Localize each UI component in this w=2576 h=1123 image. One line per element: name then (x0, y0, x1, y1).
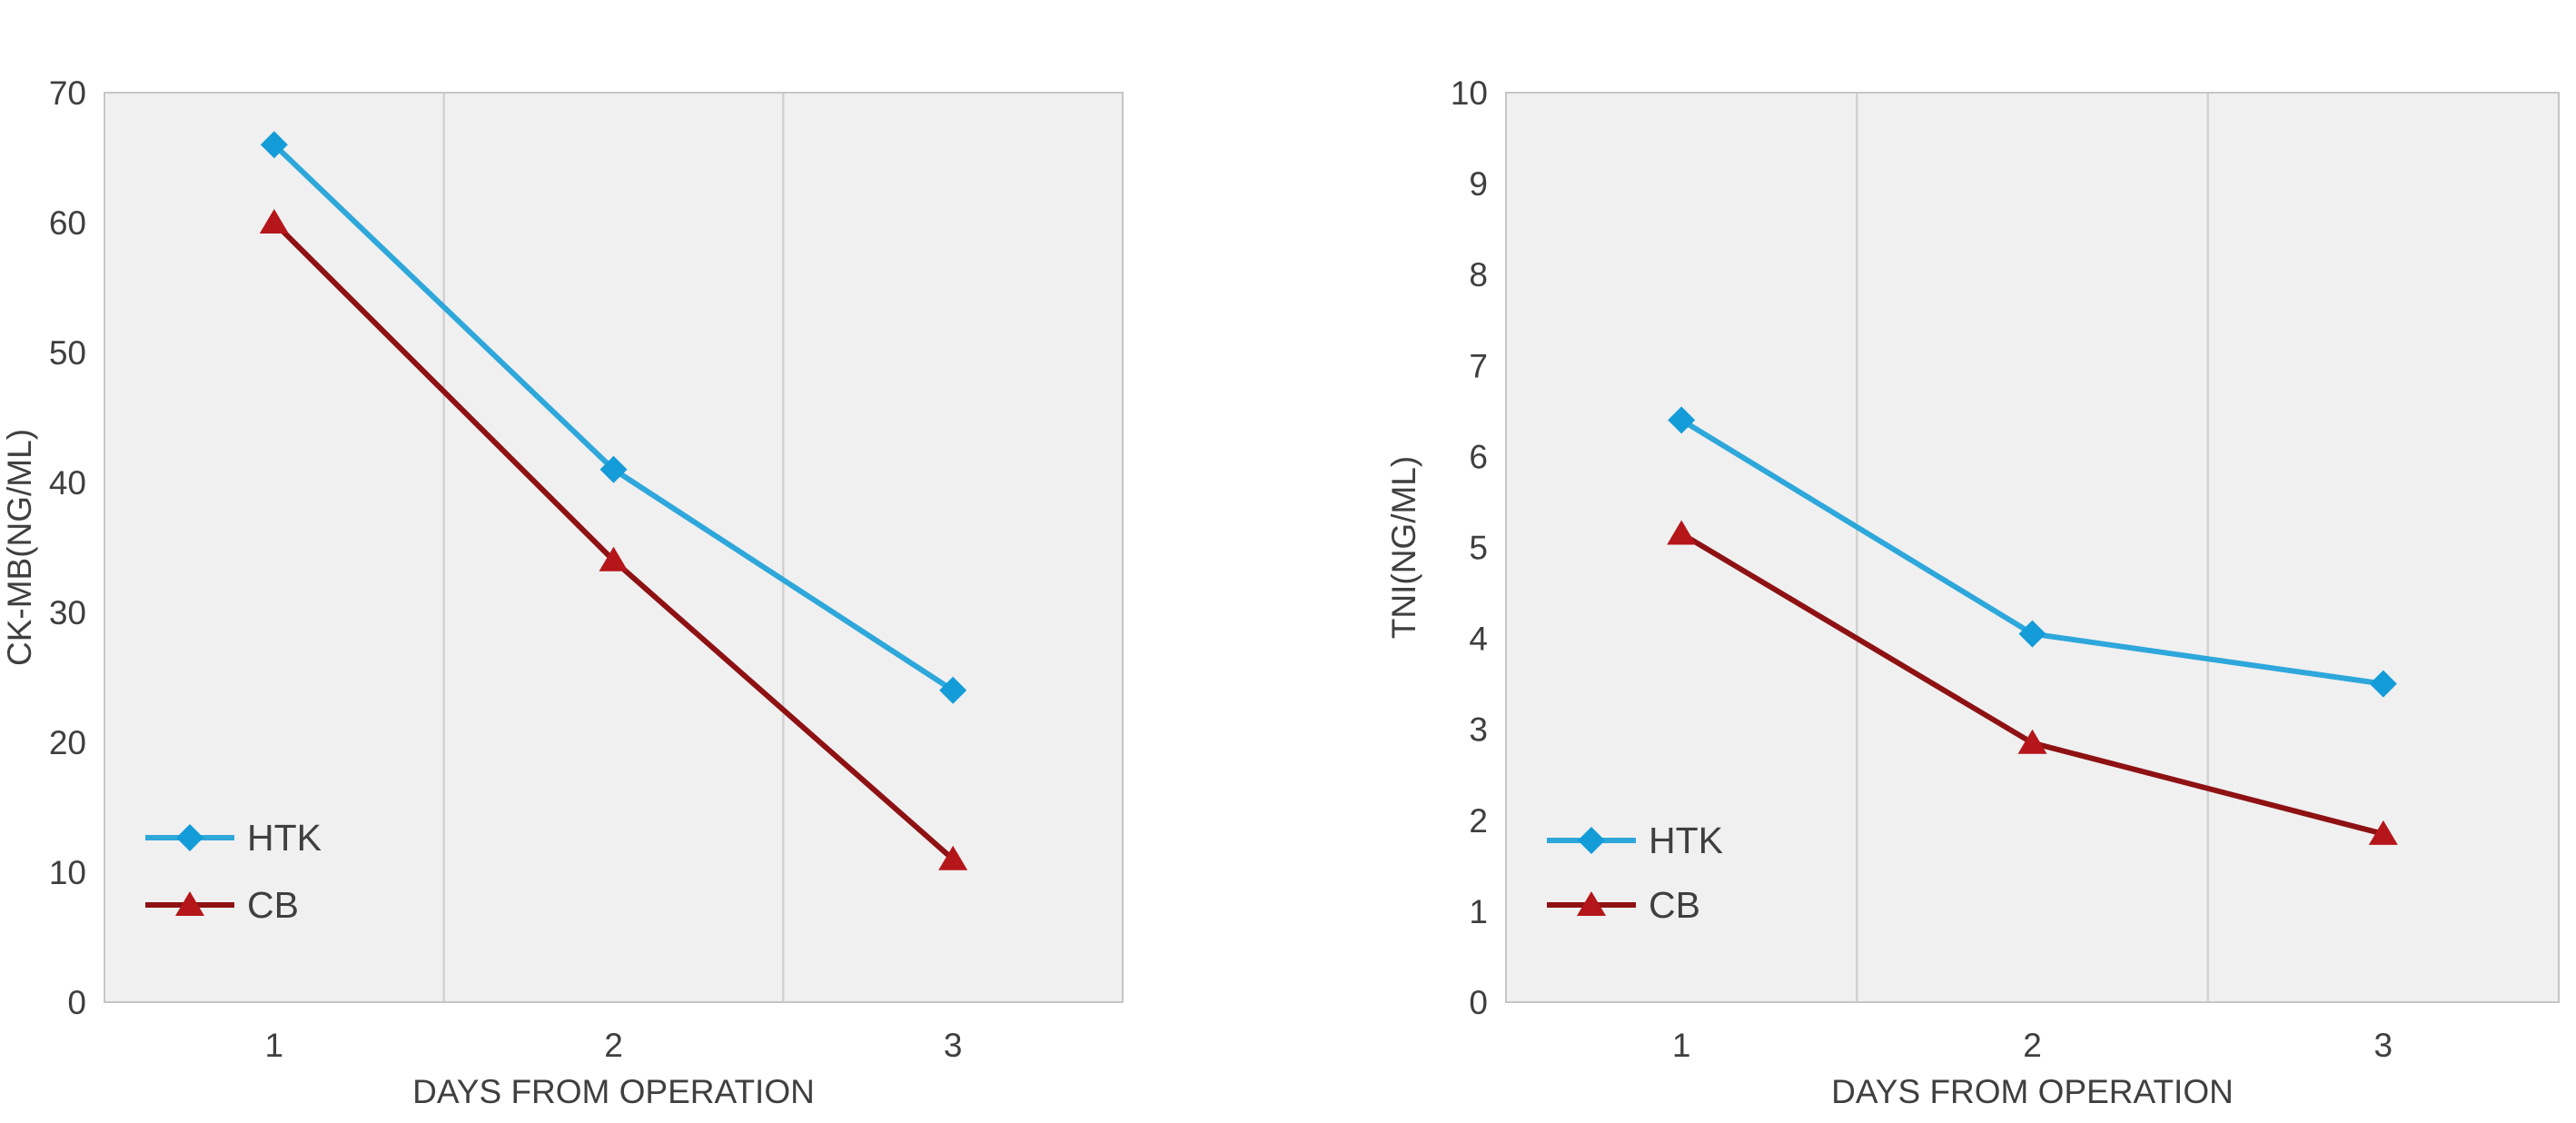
tni-ytick-label: 1 (1469, 893, 1488, 930)
ck-mb-ytick-label: 0 (67, 984, 86, 1021)
tni-ytick-label: 7 (1469, 347, 1488, 384)
tni-xtick-label: 3 (2374, 1027, 2393, 1064)
ck-mb-ytick-label: 70 (49, 75, 86, 112)
ck-mb-triangle-marker-cb-day2 (599, 546, 629, 571)
ck-mb-diamond-marker-htk-day1 (260, 131, 288, 159)
ck-mb-ytick-label: 30 (49, 594, 86, 631)
tni-diamond-marker-htk-day1 (1668, 406, 1696, 434)
ck-mb-ytick-label: 40 (49, 464, 86, 502)
tni-ytick-label: 0 (1469, 984, 1488, 1021)
ck-mb-ytick-label: 10 (49, 854, 86, 891)
tni-plot-border (1505, 92, 2560, 1003)
ck-mb-y-axis-title: CK-MB(NG/ML) (1, 429, 38, 666)
tni-ytick-label: 5 (1469, 530, 1488, 567)
tni-legend-diamond-icon-htk (1578, 827, 1605, 854)
ck-mb-plot-border (104, 92, 1124, 1003)
ck-mb-xtick-label: 1 (265, 1027, 284, 1064)
tni-y-axis-title: TNI(NG/ML) (1385, 456, 1422, 639)
ck-mb-legend-label-htk: HTK (247, 817, 322, 859)
ck-mb-ytick-label: 60 (49, 204, 86, 242)
tni-ytick-label: 9 (1469, 165, 1488, 203)
tni-ytick-label: 4 (1469, 621, 1488, 658)
tni-xtick-label: 2 (2023, 1027, 2042, 1064)
ck-mb-legend-label-cb: CB (247, 884, 299, 926)
tni-ytick-label: 6 (1469, 438, 1488, 475)
tni-xtick-label: 1 (1672, 1027, 1691, 1064)
ck-mb-diamond-marker-htk-day3 (939, 676, 967, 704)
ck-mb-diamond-marker-htk-day2 (599, 455, 628, 483)
ck-mb-legend-diamond-icon-htk (176, 824, 203, 851)
ck-mb-x-axis-title: DAYS FROM OPERATION (412, 1073, 815, 1110)
tni-ytick-label: 3 (1469, 711, 1488, 749)
tni-legend-triangle-icon-cb (1577, 891, 1606, 916)
tni-diamond-marker-htk-day3 (2369, 670, 2397, 698)
tni-plot-area (1506, 93, 2559, 1002)
ck-mb-ytick-label: 20 (49, 724, 86, 761)
tni-ytick-label: 10 (1451, 75, 1488, 112)
tni-ytick-label: 2 (1469, 802, 1488, 840)
ck-mb-triangle-marker-cb-day3 (938, 845, 968, 870)
tni-triangle-marker-cb-day1 (1667, 520, 1697, 545)
ck-mb-xtick-label: 2 (604, 1027, 623, 1064)
ck-mb-ytick-label: 50 (49, 334, 86, 372)
ck-mb-triangle-marker-cb-day1 (259, 209, 289, 234)
ck-mb-legend-triangle-icon-cb (175, 891, 204, 916)
tni-x-axis-title: DAYS FROM OPERATION (1831, 1073, 2234, 1110)
tni-ytick-label: 8 (1469, 256, 1488, 293)
tni-legend-label-htk: HTK (1649, 820, 1723, 861)
tni-triangle-marker-cb-day2 (2017, 729, 2047, 754)
tni-legend-label-cb: CB (1649, 884, 1700, 926)
ck-mb-xtick-label: 3 (944, 1027, 963, 1064)
tni-triangle-marker-cb-day3 (2368, 820, 2398, 845)
tni-diamond-marker-htk-day2 (2018, 620, 2046, 648)
